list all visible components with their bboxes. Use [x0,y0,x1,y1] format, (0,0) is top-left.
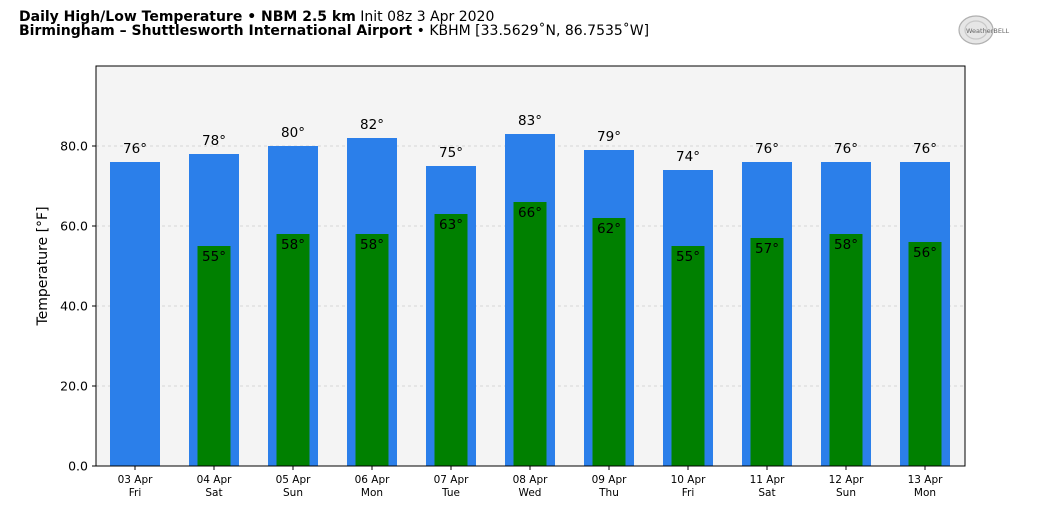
high-temp-bar [110,162,160,466]
chart-title: Daily High/Low Temperature • NBM 2.5 km … [19,9,494,25]
low-temp-label: 58° [281,237,305,253]
low-temp-bar [197,246,231,466]
low-temp-bar [750,238,784,466]
x-tick-weekday: Sat [205,487,222,499]
low-temp-bar [513,202,547,466]
x-tick-date: 05 Apr [276,474,312,486]
x-tick-date: 12 Apr [829,474,865,486]
x-tick-weekday: Sun [283,487,303,499]
y-axis: 0.0 20.0 40.0 60.0 80.0 [60,139,96,474]
low-temp-bar [908,242,942,466]
x-tick-weekday: Mon [361,487,383,499]
low-temp-label: 58° [834,237,858,253]
low-temp-label: 58° [360,237,384,253]
y-tick-label: 60.0 [60,219,88,234]
y-tick-label: 40.0 [60,299,88,314]
high-temp-label: 83° [518,113,542,129]
x-tick-weekday: Wed [519,487,542,499]
x-tick-date: 11 Apr [750,474,786,486]
high-temp-label: 75° [439,145,463,161]
x-tick-date: 06 Apr [355,474,391,486]
chart-subtitle: Birmingham – Shuttlesworth International… [19,23,649,39]
x-tick-date: 08 Apr [513,474,549,486]
x-tick-date: 07 Apr [434,474,470,486]
high-temp-label: 80° [281,125,305,141]
x-tick-weekday: Thu [598,487,619,499]
high-temp-label: 78° [202,133,226,149]
x-tick-weekday: Fri [129,487,142,499]
logo-text: WeatherBELL [966,27,1010,35]
low-temp-bar [434,214,468,466]
station-info: • KBHM [33.5629˚N, 86.7535˚W] [416,23,650,39]
low-temp-label: 56° [913,245,937,261]
high-temp-label: 76° [123,141,147,157]
low-temp-label: 63° [439,217,463,233]
x-tick-date: 03 Apr [118,474,154,486]
low-temp-bar [355,234,389,466]
high-temp-label: 76° [913,141,937,157]
x-tick-weekday: Sun [836,487,856,499]
bars-group: 76° 78° 55° 80° 58° 82° 58° 75° 63° 83° 66° 79° 62° 7… [110,113,950,466]
x-tick-weekday: Sat [758,487,775,499]
chart-init-time: Init 08z 3 Apr 2020 [360,9,495,25]
y-tick-label: 20.0 [60,379,88,394]
x-tick-weekday: Tue [441,487,460,499]
low-temp-label: 55° [676,249,700,265]
y-tick-label: 80.0 [60,139,88,154]
high-temp-label: 76° [755,141,779,157]
x-tick-date: 10 Apr [671,474,707,486]
y-axis-label: Temperature [°F] [35,206,51,326]
x-tick-date: 09 Apr [592,474,628,486]
low-temp-bar [829,234,863,466]
x-tick-weekday: Fri [682,487,695,499]
x-tick-date: 13 Apr [908,474,944,486]
low-temp-bar [671,246,705,466]
chart-title-main: Daily High/Low Temperature • NBM 2.5 km [19,9,356,25]
x-tick-date: 04 Apr [197,474,233,486]
low-temp-label: 62° [597,221,621,237]
weatherbell-logo-icon: WeatherBELL [958,15,1010,45]
low-temp-label: 66° [518,205,542,221]
low-temp-bar [276,234,310,466]
y-tick-label: 0.0 [68,459,88,474]
low-temp-label: 57° [755,241,779,257]
high-temp-label: 82° [360,117,384,133]
high-temp-label: 74° [676,149,700,165]
x-tick-weekday: Mon [914,487,936,499]
high-temp-label: 79° [597,129,621,145]
low-temp-label: 55° [202,249,226,265]
low-temp-bar [592,218,626,466]
station-name: Birmingham – Shuttlesworth International… [19,23,413,39]
high-temp-label: 76° [834,141,858,157]
